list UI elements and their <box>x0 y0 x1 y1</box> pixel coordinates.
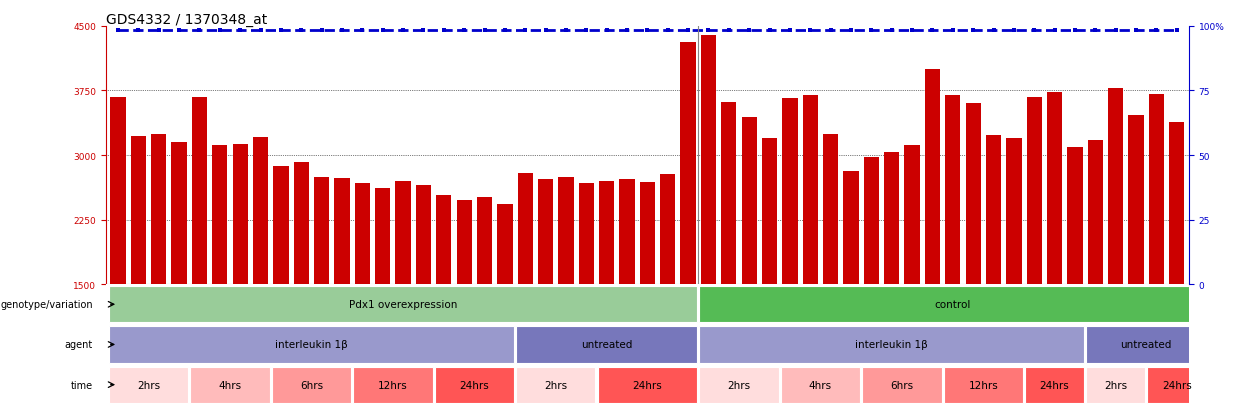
Bar <box>762 138 777 285</box>
Bar <box>274 167 289 285</box>
Bar <box>620 180 635 285</box>
Bar <box>721 102 737 285</box>
Bar <box>700 287 1206 323</box>
Bar <box>640 182 655 285</box>
Bar <box>354 367 432 403</box>
Bar <box>700 367 778 403</box>
Bar <box>253 138 268 285</box>
Bar <box>131 137 146 285</box>
Bar <box>1086 327 1206 363</box>
Bar <box>1006 138 1021 285</box>
Bar <box>111 97 126 285</box>
Bar <box>151 135 167 285</box>
Bar <box>375 188 391 285</box>
Bar <box>172 143 187 285</box>
Bar <box>1047 93 1062 285</box>
Text: 24hrs: 24hrs <box>632 380 662 390</box>
Bar <box>863 367 941 403</box>
Text: Pdx1 overexpression: Pdx1 overexpression <box>349 299 457 309</box>
Bar <box>925 70 940 285</box>
Bar <box>108 327 514 363</box>
Bar <box>966 103 981 285</box>
Bar <box>314 177 329 285</box>
Bar <box>1169 123 1184 285</box>
Bar <box>212 145 228 285</box>
Bar <box>416 186 431 285</box>
Bar <box>944 367 1023 403</box>
Bar <box>701 36 716 285</box>
Text: 2hrs: 2hrs <box>1104 380 1127 390</box>
Bar <box>1025 367 1084 403</box>
Text: control: control <box>935 299 971 309</box>
Bar <box>517 327 697 363</box>
Bar <box>1147 367 1206 403</box>
Bar <box>457 200 472 285</box>
Bar <box>538 180 553 285</box>
Text: 24hrs: 24hrs <box>1040 380 1069 390</box>
Bar <box>579 183 594 285</box>
Text: 2hrs: 2hrs <box>727 380 751 390</box>
Bar <box>558 177 574 285</box>
Bar <box>108 287 697 323</box>
Bar <box>271 367 351 403</box>
Text: untreated: untreated <box>1120 339 1172 350</box>
Bar <box>396 181 411 285</box>
Text: 6hrs: 6hrs <box>300 380 322 390</box>
Bar <box>681 43 696 285</box>
Bar <box>1149 95 1164 285</box>
Bar <box>435 367 514 403</box>
Bar <box>1086 367 1145 403</box>
Text: 12hrs: 12hrs <box>969 380 998 390</box>
Bar <box>660 175 675 285</box>
Bar <box>294 163 309 285</box>
Text: time: time <box>71 380 93 390</box>
Bar <box>823 134 838 285</box>
Bar <box>599 181 614 285</box>
Bar <box>335 179 350 285</box>
Bar <box>192 97 207 285</box>
Bar <box>1067 148 1083 285</box>
Bar <box>598 367 697 403</box>
Bar <box>233 145 248 285</box>
Bar <box>884 152 899 285</box>
Bar <box>781 367 860 403</box>
Bar <box>1128 115 1144 285</box>
Bar <box>700 327 1084 363</box>
Text: 2hrs: 2hrs <box>137 380 161 390</box>
Text: interleukin 1β: interleukin 1β <box>275 339 347 350</box>
Text: 6hrs: 6hrs <box>890 380 914 390</box>
Bar <box>1027 97 1042 285</box>
Text: 24hrs: 24hrs <box>1162 380 1191 390</box>
Text: interleukin 1β: interleukin 1β <box>855 339 928 350</box>
Text: genotype/variation: genotype/variation <box>0 299 93 309</box>
Text: agent: agent <box>65 339 93 350</box>
Text: 24hrs: 24hrs <box>459 380 489 390</box>
Bar <box>864 157 879 285</box>
Text: untreated: untreated <box>581 339 632 350</box>
Bar <box>355 183 370 285</box>
Bar <box>108 367 188 403</box>
Bar <box>190 367 270 403</box>
Text: 2hrs: 2hrs <box>544 380 568 390</box>
Text: 12hrs: 12hrs <box>378 380 408 390</box>
Bar <box>843 171 859 285</box>
Bar <box>497 204 513 285</box>
Bar <box>803 95 818 285</box>
Bar <box>477 198 492 285</box>
Bar <box>517 367 595 403</box>
Bar <box>742 118 757 285</box>
Bar <box>945 95 960 285</box>
Bar <box>782 99 798 285</box>
Bar <box>986 136 1001 285</box>
Bar <box>436 195 452 285</box>
Text: 4hrs: 4hrs <box>218 380 242 390</box>
Text: 4hrs: 4hrs <box>809 380 832 390</box>
Bar <box>904 145 920 285</box>
Bar <box>1088 141 1103 285</box>
Bar <box>1108 89 1123 285</box>
Text: GDS4332 / 1370348_at: GDS4332 / 1370348_at <box>106 13 268 27</box>
Bar <box>518 174 533 285</box>
